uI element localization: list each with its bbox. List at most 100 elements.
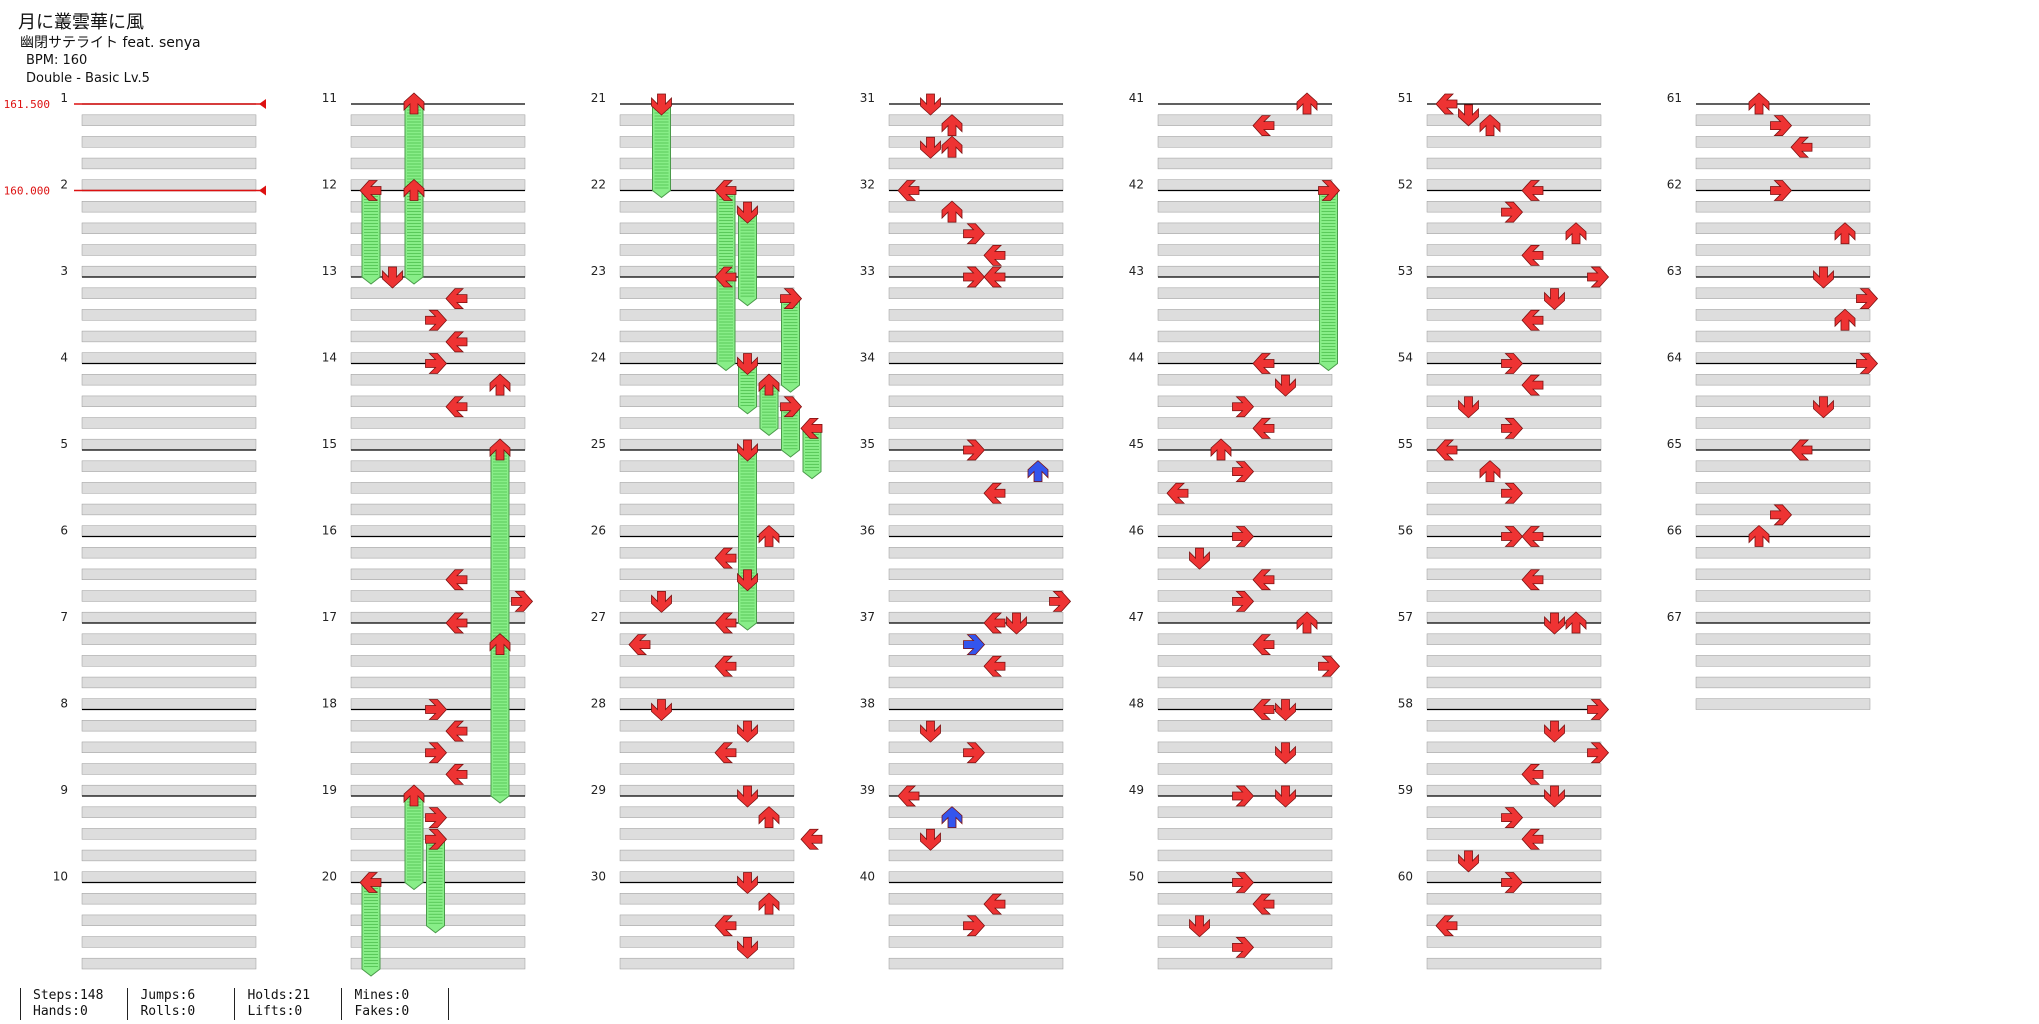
arrow-note-icon	[651, 699, 672, 722]
beat-band	[619, 503, 795, 516]
beat-band	[1695, 590, 1871, 602]
measure-number: 14	[322, 351, 337, 365]
note	[1856, 288, 1879, 310]
beat-band	[619, 352, 795, 364]
arrow-note-icon	[425, 807, 448, 829]
measure-number: 59	[1398, 783, 1413, 797]
beat-band	[1426, 655, 1602, 667]
arrow-note-icon	[1458, 850, 1479, 873]
arrow-note-icon	[1296, 611, 1318, 634]
measure-number: 35	[860, 437, 875, 451]
measure-31: 31	[860, 91, 1064, 191]
arrow-note-icon	[1770, 115, 1793, 137]
arrow-note-icon	[1521, 763, 1544, 785]
note	[1252, 893, 1275, 915]
note	[983, 655, 1006, 677]
beat-band	[619, 136, 795, 148]
beat-band	[1157, 547, 1333, 559]
beat-band	[350, 503, 526, 516]
beat-band	[888, 590, 1064, 602]
beat-band	[81, 222, 257, 234]
arrow-note-icon	[425, 742, 448, 764]
measure-14: 14	[322, 351, 526, 451]
note	[425, 309, 448, 331]
note	[1252, 417, 1275, 439]
note	[1318, 655, 1341, 677]
measure-number: 29	[591, 783, 606, 797]
arrow-note-icon	[489, 633, 511, 656]
beat-band	[888, 374, 1064, 386]
note	[1521, 374, 1544, 396]
measure-number: 1	[60, 91, 68, 105]
arrow-note-icon	[1544, 288, 1565, 311]
measure-number: 23	[591, 264, 606, 278]
note	[628, 634, 651, 656]
arrow-note-icon	[1501, 482, 1524, 504]
arrow-note-icon	[651, 590, 672, 613]
beat-band	[619, 330, 795, 343]
beat-band	[350, 417, 526, 429]
note	[1232, 396, 1255, 418]
note	[1521, 763, 1544, 785]
beat-band	[1157, 806, 1333, 818]
beat-band	[888, 655, 1064, 667]
note	[737, 569, 758, 592]
measure-number: 22	[591, 178, 606, 192]
arrow-note-icon	[1275, 742, 1296, 765]
measure-36: 36	[860, 524, 1064, 624]
beat-band	[81, 287, 257, 299]
measure-number: 7	[60, 610, 68, 624]
measure-number: 51	[1398, 91, 1413, 105]
arrow-note-icon	[1544, 720, 1565, 743]
beat-band	[619, 201, 795, 213]
beat-band	[1157, 287, 1333, 299]
note	[714, 180, 737, 285]
beat-band	[350, 136, 526, 148]
measure-number: 48	[1129, 697, 1144, 711]
beat-band	[1157, 114, 1333, 126]
beat-band	[81, 893, 257, 905]
beat-band	[1157, 914, 1333, 926]
beat-band	[1157, 244, 1333, 256]
note	[511, 590, 534, 612]
measure-7: 7	[60, 610, 257, 710]
note	[1275, 785, 1296, 808]
beat-band	[350, 720, 526, 732]
note	[445, 612, 468, 634]
beat-band	[888, 201, 1064, 213]
measure-number: 37	[860, 610, 875, 624]
beat-band	[81, 482, 257, 494]
note	[1006, 612, 1027, 635]
measure-38: 38	[860, 697, 1064, 797]
note	[1770, 180, 1793, 201]
beat-band	[888, 849, 1064, 862]
measure-35: 35	[860, 437, 1064, 537]
beat-band	[1695, 395, 1871, 407]
measure-22: 22	[591, 178, 795, 278]
beat-band	[81, 460, 257, 472]
arrow-note-icon	[983, 266, 1006, 288]
measure-number: 66	[1667, 524, 1682, 538]
beat-band	[81, 136, 257, 148]
bpm-change-marker	[259, 185, 266, 196]
arrow-note-icon	[1587, 266, 1610, 288]
beat-band	[350, 676, 526, 689]
beat-band	[888, 352, 1064, 364]
measure-54: 54	[1398, 351, 1602, 451]
stat-holds: Holds:21	[247, 988, 311, 1003]
beat-band	[1157, 763, 1333, 775]
note	[963, 223, 986, 245]
arrow-note-icon	[1790, 439, 1813, 461]
note	[1435, 439, 1458, 461]
measure-25: 25	[591, 437, 795, 537]
measure-56: 56	[1398, 524, 1602, 624]
note	[1479, 114, 1501, 137]
beat-band	[888, 957, 1064, 970]
beat-band	[1157, 157, 1333, 170]
beat-band	[1695, 417, 1871, 429]
arrow-note-icon	[1318, 655, 1341, 677]
beat-band	[619, 287, 795, 299]
beat-band	[619, 265, 795, 278]
note	[403, 784, 425, 891]
beat-band	[1426, 957, 1602, 970]
